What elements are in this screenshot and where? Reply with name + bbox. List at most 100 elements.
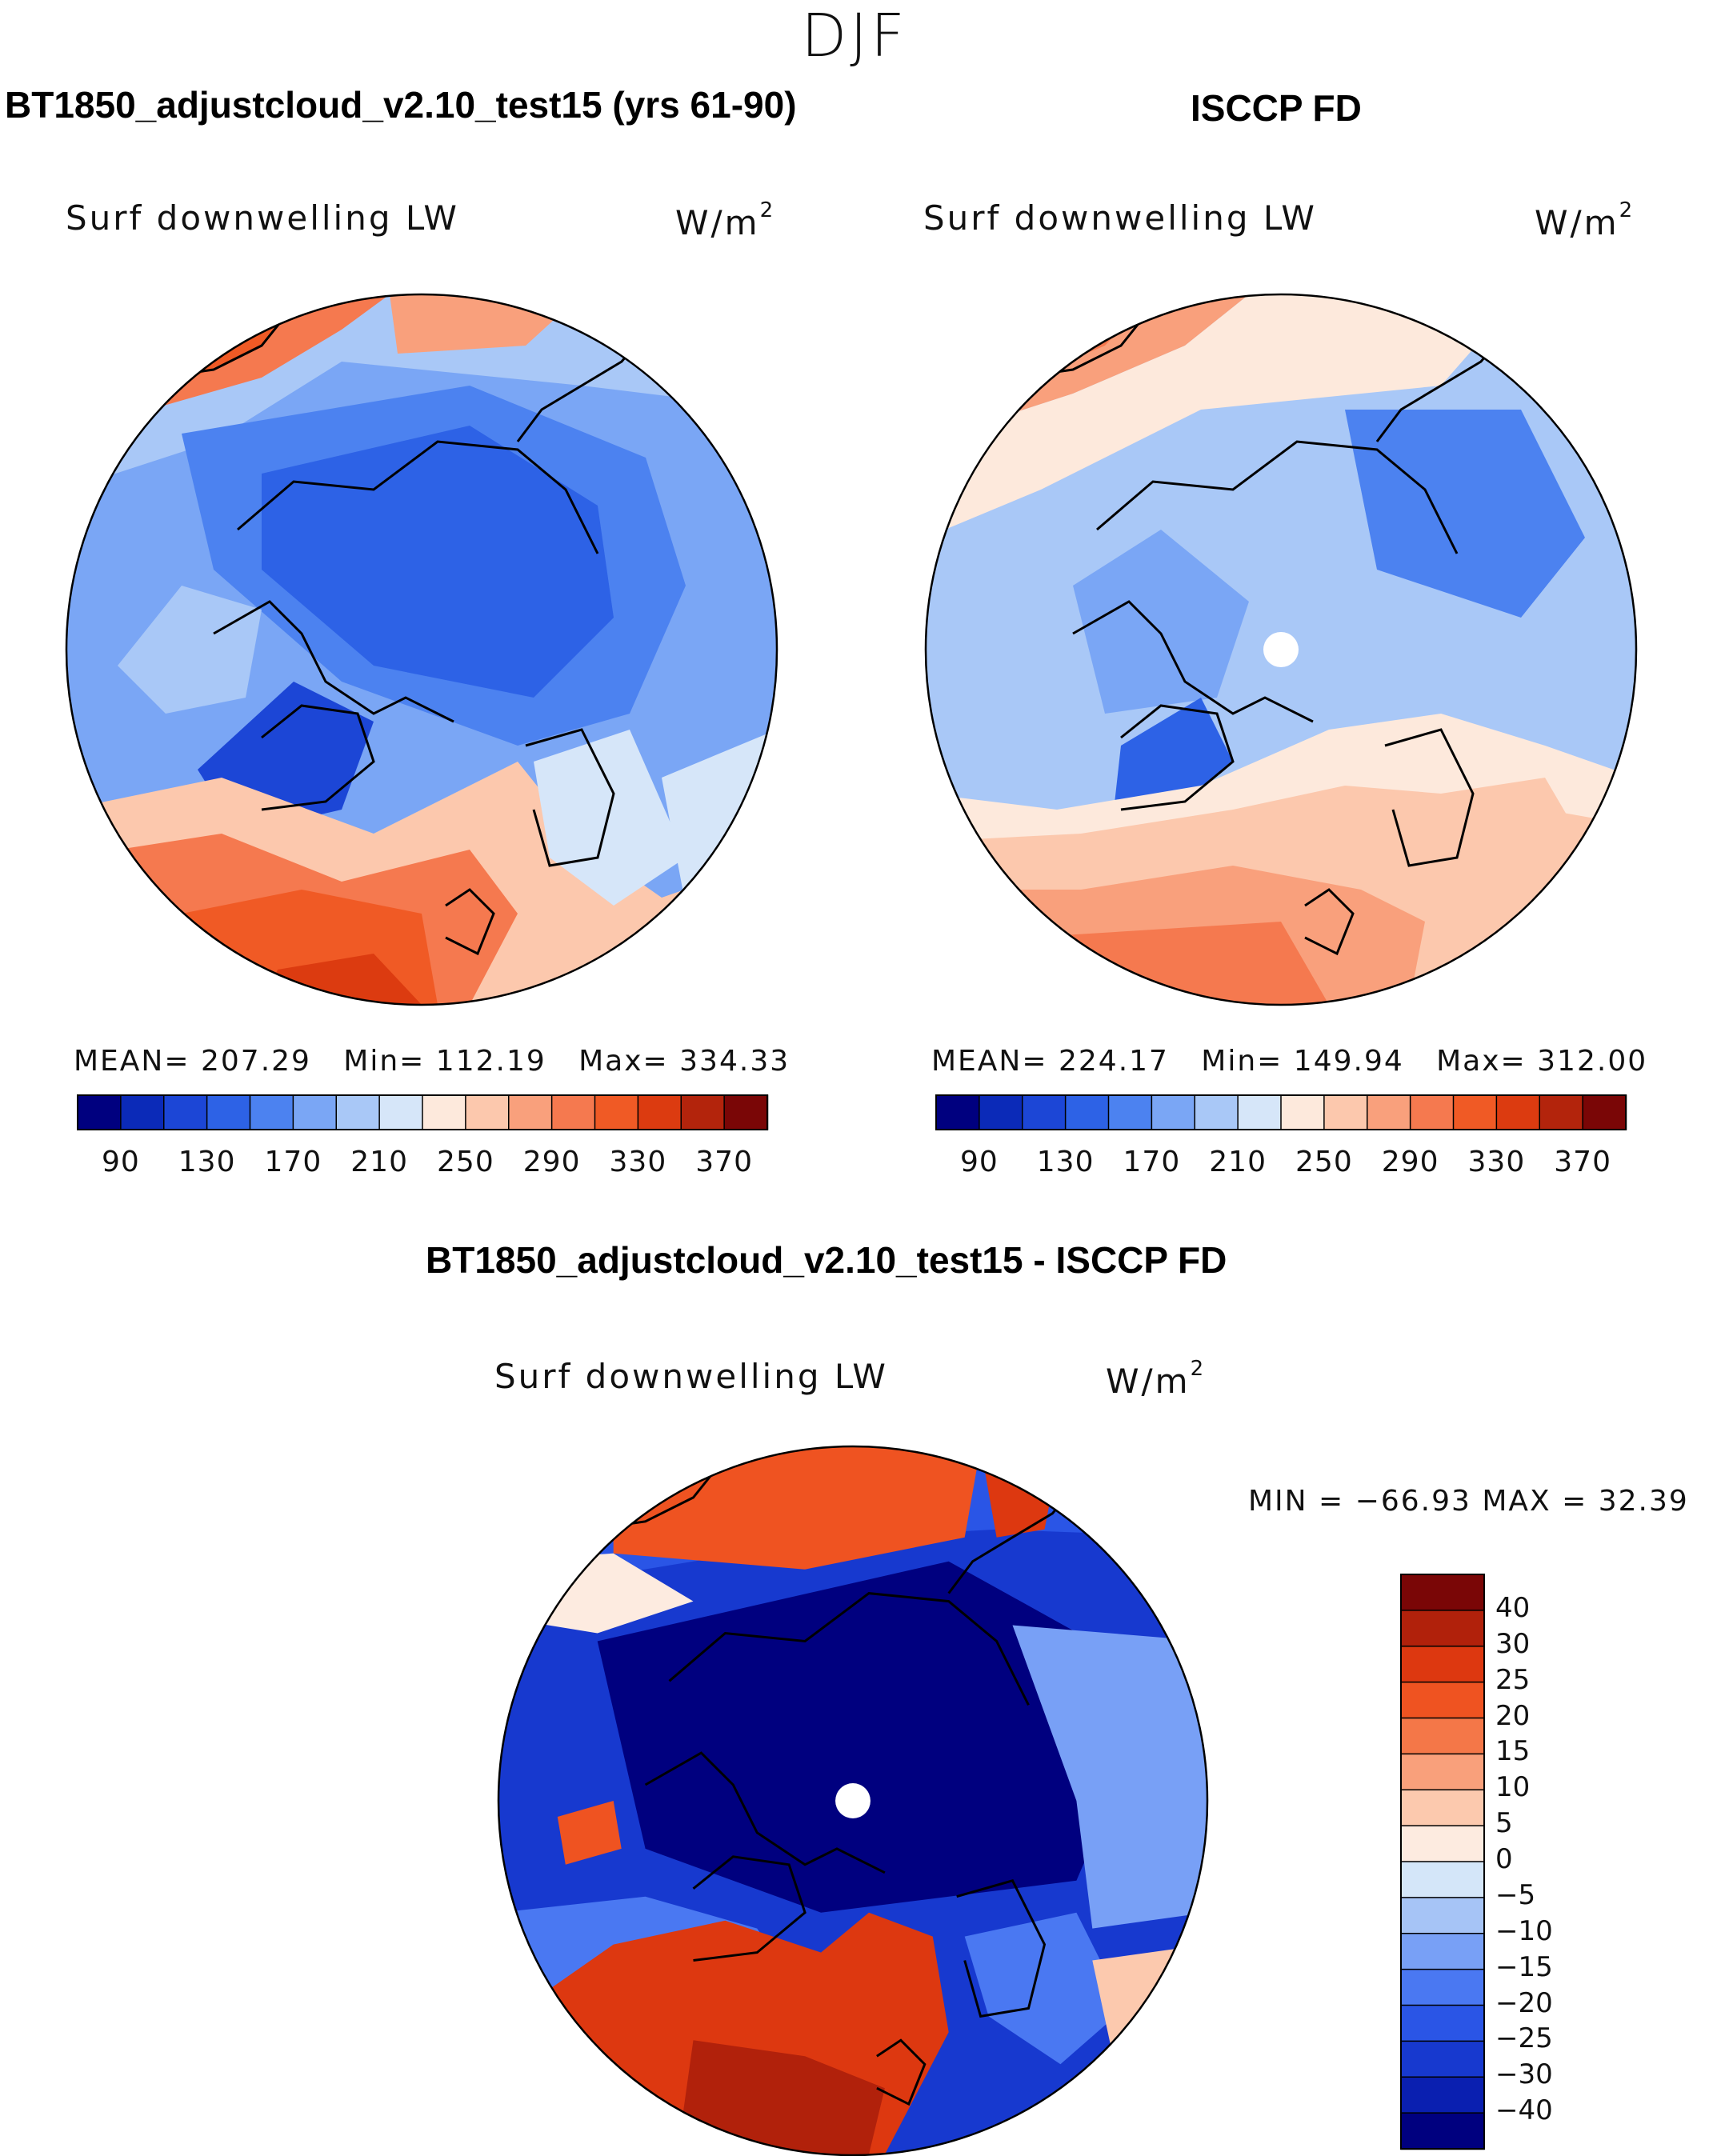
coastline-4 <box>956 1879 1047 2018</box>
panel2-map-border <box>924 293 1638 1006</box>
panel2-colorbar-box-11 <box>1409 1094 1455 1130</box>
panel3-colorbar-tick-label: 40 <box>1495 1591 1531 1624</box>
panel1-stats: MEAN= 207.29 Min= 112.19 Max= 334.33 <box>74 1045 790 1078</box>
panel1-colorbar-box-5 <box>292 1094 338 1130</box>
region-scandinavia <box>964 1912 1125 2065</box>
panel3-variable: Surf downwelling LW <box>494 1357 888 1396</box>
panel3-colorbar-box-6 <box>1400 1789 1485 1827</box>
coastline-6 <box>445 888 495 956</box>
season-title: DJF <box>801 2 908 70</box>
panel3-map-field <box>498 1446 1207 2155</box>
panel3-colorbar-box-0 <box>1400 1574 1485 1612</box>
region-kamchatka <box>118 586 262 714</box>
region-arctic-deficit <box>597 1561 1125 1913</box>
region-alaska-warm <box>557 1801 622 1865</box>
panel1-mean-value: 207.29 <box>200 1045 311 1078</box>
panel1-colorbar-frame <box>77 1094 768 1130</box>
panel2-colorbar-tick-label: 290 <box>1381 1146 1439 1178</box>
region-europe-east <box>1092 1944 1207 2073</box>
panel1-min-label: Min= <box>343 1045 426 1078</box>
panel3-colorbar-box-11 <box>1400 1968 1485 2006</box>
panel2-colorbar-box-1 <box>979 1094 1024 1130</box>
panel2-units-text: W/m <box>1535 203 1619 242</box>
panel1-colorbar-box-7 <box>378 1094 424 1130</box>
region-arctic-core <box>262 426 614 698</box>
panel3-colorbar-box-12 <box>1400 2004 1485 2042</box>
panel2-max-value: 312.00 <box>1537 1045 1648 1078</box>
coastline-1 <box>213 600 454 723</box>
panel2-colorbar-box-4 <box>1107 1094 1153 1130</box>
panel3-colorbar-tick-label: 25 <box>1495 1663 1531 1696</box>
panel1-max-value: 334.33 <box>679 1045 790 1078</box>
panel3-colorbar-tick-label: 10 <box>1495 1771 1531 1804</box>
pole-hole <box>1263 632 1299 667</box>
panel1-colorbar-box-0 <box>77 1094 122 1130</box>
panel2-colorbar-frame <box>935 1094 1627 1130</box>
panel1-map-field <box>66 294 777 1005</box>
panel3-map-border <box>497 1445 1209 2156</box>
panel3-colorbar-frame <box>1400 1574 1485 2150</box>
panel1-colorbar-tick-label: 170 <box>264 1146 322 1178</box>
panel2-colorbar-box-9 <box>1323 1094 1369 1130</box>
panel2-variable: Surf downwelling LW <box>923 198 1317 238</box>
coastline-0 <box>1096 440 1459 554</box>
panel1-colorbar-box-15 <box>723 1094 769 1130</box>
panel3-colorbar-box-9 <box>1400 1897 1485 1935</box>
panel1-variable: Surf downwelling LW <box>66 198 459 238</box>
region-arctic-center <box>1073 530 1249 714</box>
panel2-colorbar-box-2 <box>1022 1094 1067 1130</box>
panel3-minmax: MIN = −66.93 MAX = 32.39 <box>1248 1485 1689 1518</box>
panel3-title: BT1850_adjustcloud_v2.10_test15 - ISCCP … <box>426 1239 1227 1281</box>
coastline-1 <box>1072 600 1314 723</box>
panel1-colorbar-tick-label: 210 <box>350 1146 408 1178</box>
coastline-6 <box>1304 888 1355 956</box>
panel3-colorbar-tick-label: −40 <box>1495 2094 1553 2127</box>
panel2-colorbar-box-0 <box>935 1094 981 1130</box>
panel1-units: W/m2 <box>675 198 775 242</box>
panel2-colorbar-box-12 <box>1452 1094 1498 1130</box>
panel1-colorbar-tick-label: 250 <box>437 1146 494 1178</box>
panel2-min-label: Min= <box>1201 1045 1283 1078</box>
panel2-mean-value: 224.17 <box>1058 1045 1169 1078</box>
panel2-colorbar-box-14 <box>1539 1094 1584 1130</box>
panel1-colorbar-box-2 <box>163 1094 208 1130</box>
panel3-colorbar-tick-label: 30 <box>1495 1627 1531 1660</box>
panel3-units: W/m2 <box>1106 1357 1206 1401</box>
panel2-colorbar-box-13 <box>1495 1094 1541 1130</box>
panel1-max-label: Max= <box>578 1045 669 1078</box>
panel3-colorbar-tick-label: 15 <box>1495 1735 1531 1768</box>
panel2-colorbar-tick-label: 370 <box>1554 1146 1611 1178</box>
panel2-colorbar-box-10 <box>1367 1094 1411 1130</box>
panel1-colorbar-box-6 <box>335 1094 381 1130</box>
panel3-colorbar-box-10 <box>1400 1933 1485 1970</box>
panel1-colorbar-box-14 <box>680 1094 726 1130</box>
panel1-min-value: 112.19 <box>435 1045 546 1078</box>
panel2-max-label: Max= <box>1436 1045 1527 1078</box>
panel3-colorbar-tick-label: −30 <box>1495 2058 1553 2091</box>
pole-hole <box>835 1783 871 1818</box>
panel3-colorbar-box-2 <box>1400 1646 1485 1683</box>
panel2-colorbar-tick-label: 90 <box>959 1146 999 1178</box>
coastline-4 <box>1384 728 1475 867</box>
panel3-colorbar-box-8 <box>1400 1861 1485 1899</box>
region-siberia-light <box>1012 1625 1207 1929</box>
panel2-colorbar-tick-label: 210 <box>1209 1146 1267 1178</box>
panel2-colorbar-tick-label: 330 <box>1467 1146 1526 1178</box>
panel3-colorbar-box-4 <box>1400 1717 1485 1755</box>
panel1-colorbar-tick-label: 370 <box>695 1146 753 1178</box>
panel2-units: W/m2 <box>1535 198 1635 242</box>
panel3-colorbar-tick-label: 0 <box>1495 1843 1513 1875</box>
coastline-0 <box>668 1592 1030 1706</box>
panel2-colorbar-tick-label: 130 <box>1036 1146 1095 1178</box>
panel3-colorbar-tick-label: −20 <box>1495 1986 1553 2019</box>
panel3-colorbar-tick-label: −15 <box>1495 1950 1553 1983</box>
panel1-colorbar-box-3 <box>206 1094 251 1130</box>
panel2-map-field <box>926 294 1636 1005</box>
panel1-colorbar-box-1 <box>120 1094 166 1130</box>
panel3-colorbar-box-15 <box>1400 2112 1485 2150</box>
panel2-colorbar-box-8 <box>1280 1094 1326 1130</box>
panel2-stats: MEAN= 224.17 Min= 149.94 Max= 312.00 <box>931 1045 1647 1078</box>
region-greenland <box>1113 698 1233 818</box>
panel3-units-text: W/m <box>1106 1362 1191 1401</box>
coastline-2 <box>692 1855 806 1962</box>
